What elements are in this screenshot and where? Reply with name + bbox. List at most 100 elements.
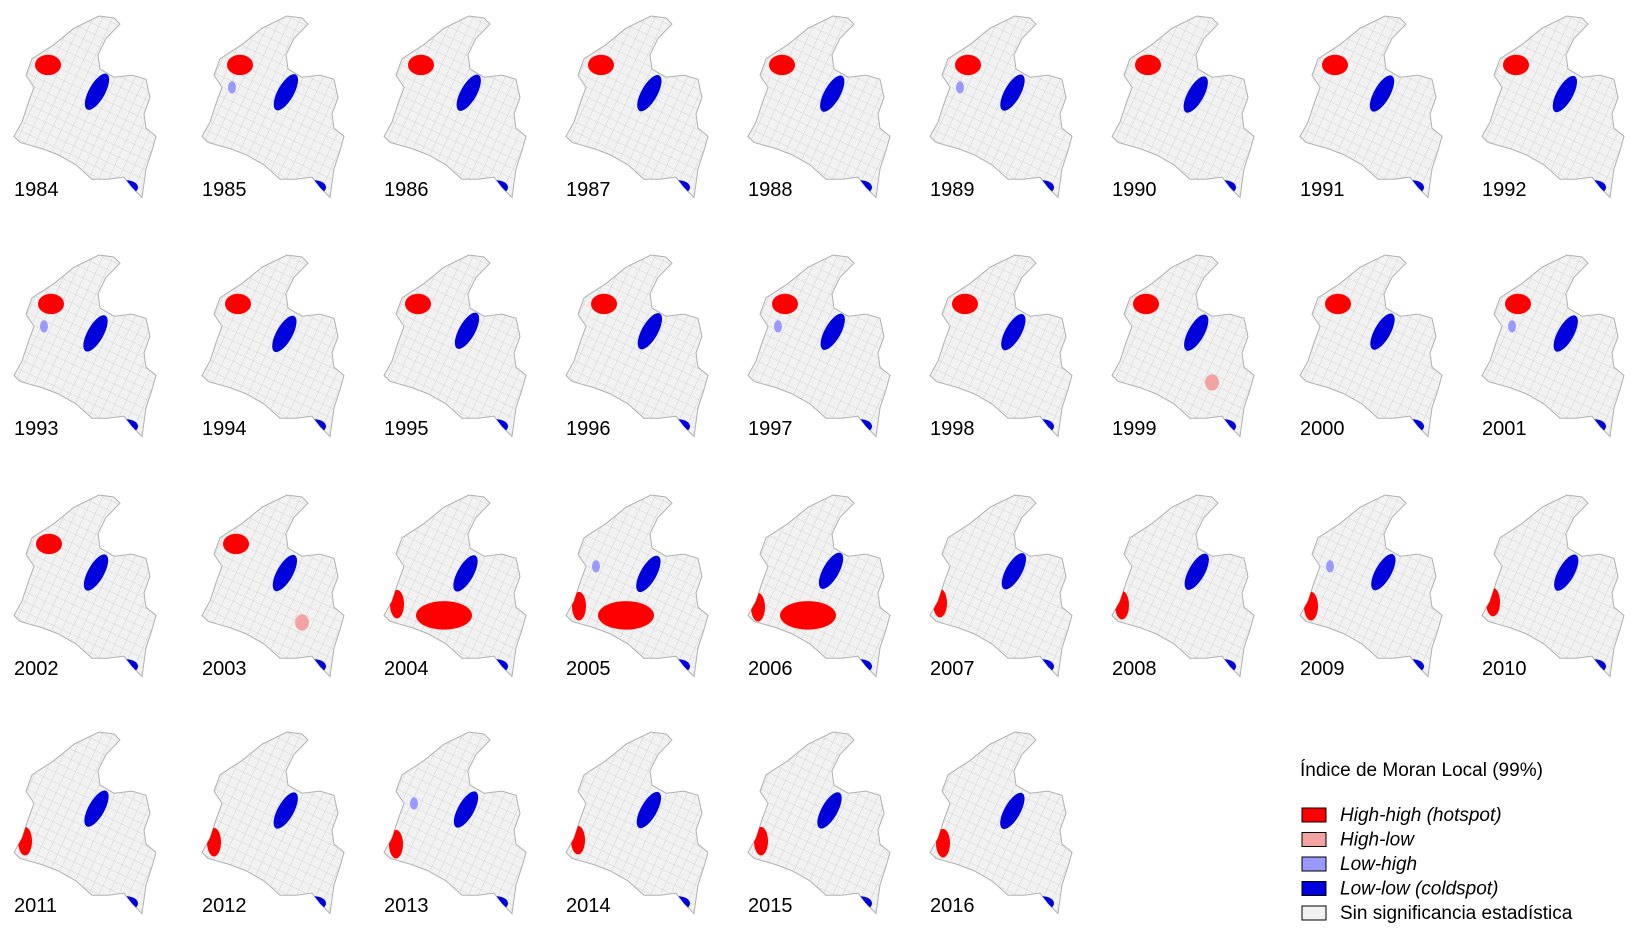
map-panel [13, 494, 157, 678]
map-panel [383, 15, 527, 199]
cluster-low-low [1400, 180, 1424, 195]
year-label: 2000 [1300, 418, 1345, 440]
municipal-mesh [384, 16, 526, 198]
year-label: 1993 [14, 418, 59, 440]
map-panel [1299, 494, 1443, 678]
cluster-low-low [666, 659, 690, 674]
cluster-high-high [952, 293, 978, 315]
cluster-high-high [936, 828, 950, 858]
year-label: 2009 [1300, 658, 1345, 680]
legend-swatch [1301, 807, 1327, 823]
cluster-high-high [572, 591, 586, 621]
cluster-low-low [1184, 314, 1209, 351]
cluster-low-low [302, 419, 326, 434]
cluster-low-low [84, 73, 110, 110]
cluster-low-low [302, 659, 326, 674]
map-panel [201, 15, 345, 199]
municipal-mesh [748, 255, 890, 437]
cluster-low-low [1554, 554, 1579, 591]
cluster-low-low [1212, 659, 1236, 674]
map-panel [1481, 15, 1625, 199]
cluster-low-low [848, 659, 872, 674]
cluster-low-low [1001, 553, 1027, 590]
cluster-low-low [1371, 554, 1396, 591]
cluster-low-low [817, 792, 842, 829]
year-label: 2001 [1482, 418, 1527, 440]
year-label: 1989 [930, 179, 975, 201]
cluster-high-high [405, 293, 431, 315]
cluster-low-high [1508, 320, 1516, 333]
cluster-low-high [410, 797, 418, 810]
cluster-low-low [1030, 180, 1054, 195]
map-panel [747, 494, 891, 678]
map-panel [1111, 254, 1255, 438]
cluster-low-low [666, 180, 690, 195]
cluster-low-low [114, 896, 138, 911]
cluster-high-high [772, 293, 798, 315]
cluster-low-low [273, 74, 299, 111]
cluster-low-high [592, 560, 600, 573]
cluster-low-low [84, 790, 109, 827]
municipal-mesh [1112, 495, 1254, 677]
cluster-low-high [228, 81, 236, 94]
year-label: 1988 [748, 179, 793, 201]
map-panel [13, 731, 157, 915]
map-panel [929, 254, 1073, 438]
year-label: 1999 [1112, 418, 1157, 440]
cluster-low-low [848, 896, 872, 911]
map-panel [929, 494, 1073, 678]
year-label: 1991 [1300, 179, 1345, 201]
cluster-high-high [207, 827, 221, 857]
cluster-high-high [223, 533, 249, 555]
cluster-low-low [302, 180, 326, 195]
cluster-high-high [227, 54, 253, 76]
cluster-high-high [1322, 54, 1348, 76]
cluster-high-high [933, 588, 947, 618]
map-panel [383, 254, 527, 438]
cluster-high-high [591, 293, 617, 315]
legend-title: Índice de Moran Local (99%) [1300, 760, 1543, 781]
map-panel [383, 731, 527, 915]
map-panel [565, 731, 709, 915]
year-label: 2016 [930, 895, 975, 917]
cluster-high-high [1486, 587, 1500, 617]
map-panel [565, 494, 709, 678]
map-panel [1299, 15, 1443, 199]
cluster-low-low [1552, 75, 1578, 113]
cluster-low-low [636, 555, 661, 593]
cluster-low-low [1000, 792, 1025, 830]
year-label: 1992 [1482, 179, 1527, 201]
cluster-low-low [848, 419, 872, 434]
cluster-high-high [780, 601, 836, 630]
cluster-low-low [1030, 419, 1054, 434]
legend-label: Low-high [1340, 854, 1417, 875]
year-label: 1997 [748, 418, 793, 440]
map-panel [747, 731, 891, 915]
legend-label: High-high (hotspot) [1340, 805, 1502, 826]
cluster-low-low [83, 554, 109, 591]
cluster-high-low [295, 614, 309, 631]
cluster-high-high [1304, 591, 1318, 621]
year-label: 1998 [930, 418, 975, 440]
cluster-high-high [38, 293, 64, 315]
cluster-high-high [571, 825, 585, 855]
year-label: 2010 [1482, 658, 1527, 680]
map-panel [1481, 494, 1625, 678]
cluster-high-high [769, 54, 795, 76]
cluster-high-high [225, 293, 251, 315]
cluster-high-high [1135, 54, 1161, 76]
cluster-high-high [955, 54, 981, 76]
year-label: 1990 [1112, 179, 1157, 201]
cluster-high-high [1325, 293, 1351, 315]
year-label: 2015 [748, 895, 793, 917]
cluster-low-low [1212, 419, 1236, 434]
cluster-low-low [272, 554, 298, 592]
clusters [772, 293, 872, 434]
year-label: 2003 [202, 658, 247, 680]
map-panel [929, 731, 1073, 915]
cluster-low-low [484, 180, 508, 195]
year-label: 2004 [384, 658, 429, 680]
map-panel [201, 494, 345, 678]
cluster-low-high [956, 81, 964, 94]
cluster-high-high [1115, 590, 1129, 620]
